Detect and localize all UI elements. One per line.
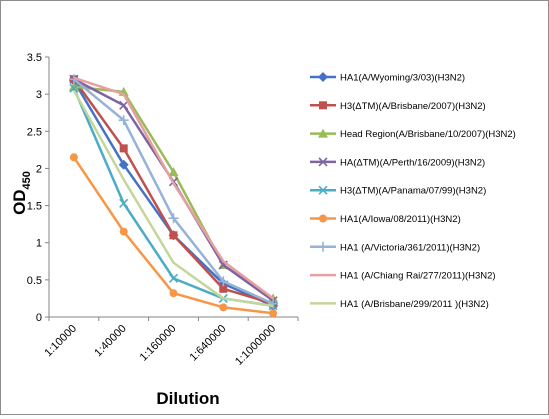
- data-point: [118, 159, 129, 170]
- y-tick-label: 2: [36, 163, 42, 175]
- legend-label: HA1(A/Iowa/08/2011)(H3N2): [340, 214, 461, 225]
- data-point: [218, 276, 229, 287]
- legend-marker: [319, 214, 327, 223]
- series-1: [68, 75, 279, 311]
- legend-item: HA(ΔTM)(A/Perth/16/2009)(H3N2): [310, 157, 485, 168]
- data-point: [219, 284, 228, 293]
- y-tick-label: 3.5: [27, 52, 42, 64]
- series-line: [72, 89, 274, 308]
- series-9: [72, 89, 274, 308]
- series-6: [69, 153, 278, 318]
- series-line: [73, 78, 274, 305]
- data-point: [169, 289, 178, 298]
- y-axis-label: OD450: [10, 171, 33, 215]
- y-tick-label: 3: [36, 89, 42, 101]
- legend-marker: [318, 241, 328, 252]
- legend-label: HA1 (A/Victoria/361/2011)(H3N2): [340, 242, 480, 253]
- data-point: [168, 273, 179, 283]
- legend-item: HA1(A/Iowa/08/2011)(H3N2): [310, 214, 461, 225]
- series-8: [73, 76, 274, 300]
- legend-marker: [318, 185, 328, 195]
- legend-label: HA1(A/Wyoming/3/03)(H3N2): [340, 73, 465, 84]
- legend-item: HA1 (A/Chiang Rai/277/2011)(H3N2): [310, 271, 496, 282]
- data-point: [68, 81, 79, 91]
- data-point: [268, 298, 279, 309]
- series-line: [73, 78, 274, 302]
- legend-marker: [319, 101, 327, 110]
- series-2: [69, 75, 278, 308]
- series-line: [72, 80, 274, 307]
- legend-label: HA1 (A/Chiang Rai/277/2011)(H3N2): [340, 271, 496, 282]
- legend-label: HA1 (A/Brisbane/299/2011 )(H3N2): [340, 299, 489, 310]
- y-tick-label: 2.5: [27, 126, 42, 138]
- legend-item: H3(ΔTM)(A/Brisbane/2007)(H3N2): [310, 101, 486, 112]
- data-point: [69, 153, 78, 162]
- legend-marker: [318, 128, 328, 138]
- y-axis-label-subscript: 450: [21, 171, 33, 189]
- data-point: [169, 231, 178, 240]
- data-point: [119, 144, 128, 153]
- y-axis-label-main: OD: [10, 189, 29, 215]
- data-point: [118, 115, 129, 126]
- legend-label: H3(ΔTM)(A/Brisbane/2007)(H3N2): [340, 101, 486, 112]
- legend-label: HA(ΔTM)(A/Perth/16/2009)(H3N2): [340, 157, 485, 168]
- x-tick-label: 1:10000: [42, 323, 79, 360]
- legend-item: HA1 (A/Victoria/361/2011)(H3N2): [310, 241, 480, 253]
- data-point: [119, 227, 128, 236]
- series-line: [72, 78, 274, 305]
- x-tick-label: 1:1000000: [233, 323, 278, 368]
- data-point: [219, 303, 228, 312]
- legend-marker: [318, 72, 328, 82]
- x-axis-label: Dilution: [156, 389, 219, 408]
- y-tick-label: 0: [36, 312, 42, 324]
- axes: 00.511.522.533.51:10000 1:40000 1:160000 1:…: [27, 52, 299, 368]
- legend-label: Head Region(A/Brisbane/10/2007)(H3N2): [340, 129, 516, 140]
- series-4: [69, 74, 278, 306]
- x-tick-label: 1:640000: [187, 323, 228, 364]
- y-tick-label: 1.5: [27, 201, 42, 213]
- data-point: [69, 83, 79, 93]
- legend-marker: [318, 157, 328, 167]
- data-point: [269, 309, 278, 318]
- series-layer: [68, 74, 279, 318]
- legend-item: Head Region(A/Brisbane/10/2007)(H3N2): [310, 128, 516, 140]
- legend-item: HA1 (A/Brisbane/299/2011 )(H3N2): [310, 299, 489, 310]
- data-point: [168, 213, 179, 224]
- series-7: [68, 74, 279, 309]
- series-line: [73, 76, 274, 300]
- data-point: [119, 100, 129, 110]
- x-tick-label: 1:160000: [138, 323, 179, 364]
- y-tick-label: 1: [36, 238, 42, 250]
- data-point: [168, 167, 179, 177]
- legend-item: HA1(A/Wyoming/3/03)(H3N2): [310, 72, 465, 84]
- data-point: [119, 198, 129, 208]
- legend: HA1(A/Wyoming/3/03)(H3N2) H3(ΔTM)(A/Brisb…: [310, 72, 516, 310]
- y-tick-label: 0.5: [27, 275, 42, 287]
- series-line: [73, 85, 274, 300]
- legend-item: H3(ΔTM)(A/Panama/07/99)(H3N2): [310, 185, 486, 197]
- x-tick-label: 1:40000: [92, 323, 129, 360]
- legend-label: H3(ΔTM)(A/Panama/07/99)(H3N2): [340, 186, 486, 197]
